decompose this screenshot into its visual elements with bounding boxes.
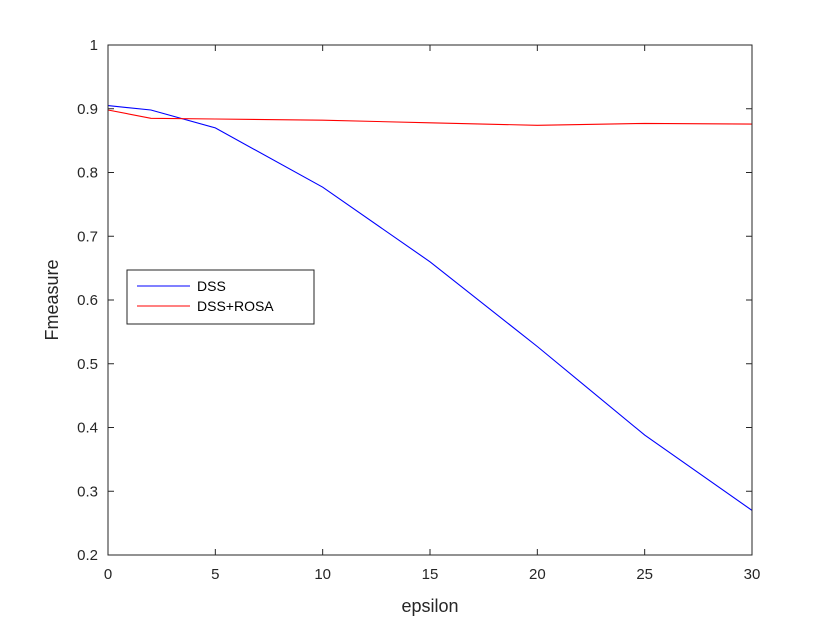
- series-line-dss: [107, 105, 753, 511]
- y-tick-label: 0.9: [77, 101, 98, 118]
- legend-label-dss-rosa: DSS+ROSA: [197, 298, 274, 314]
- y-tick-label: 0.7: [77, 228, 98, 245]
- series-layer: [107, 105, 753, 511]
- x-tick-label: 5: [211, 566, 219, 583]
- y-tick-label: 0.6: [77, 292, 98, 309]
- x-tick-label: 10: [314, 566, 331, 583]
- x-tick-label: 0: [104, 566, 112, 583]
- y-tick-label: 1: [90, 37, 98, 54]
- legend-label-dss: DSS: [197, 278, 226, 294]
- plot-frame: [107, 44, 753, 556]
- x-tick-label: 20: [529, 566, 546, 583]
- y-tick-label: 0.8: [77, 165, 98, 182]
- series-line-dss-rosa: [107, 109, 753, 126]
- x-tick-label: 30: [744, 566, 761, 583]
- y-tick-label: 0.5: [77, 356, 98, 373]
- x-axis-label: epsilon: [401, 596, 458, 616]
- legend-box: [126, 269, 315, 325]
- x-tick-label: 25: [636, 566, 653, 583]
- legend: DSS DSS+ROSA: [126, 269, 315, 325]
- y-tick-label: 0.3: [77, 483, 98, 500]
- y-tick-label: 0.4: [77, 420, 98, 437]
- x-tick-label: 15: [422, 566, 439, 583]
- y-tick-label: 0.2: [77, 547, 98, 564]
- axes-layer: 0 5 10 15 20 25 30 0.2 0.3 0.4 0.5 0.6 0.7 0.8 0.9 1: [77, 37, 760, 583]
- y-axis-label: Fmeasure: [42, 259, 62, 340]
